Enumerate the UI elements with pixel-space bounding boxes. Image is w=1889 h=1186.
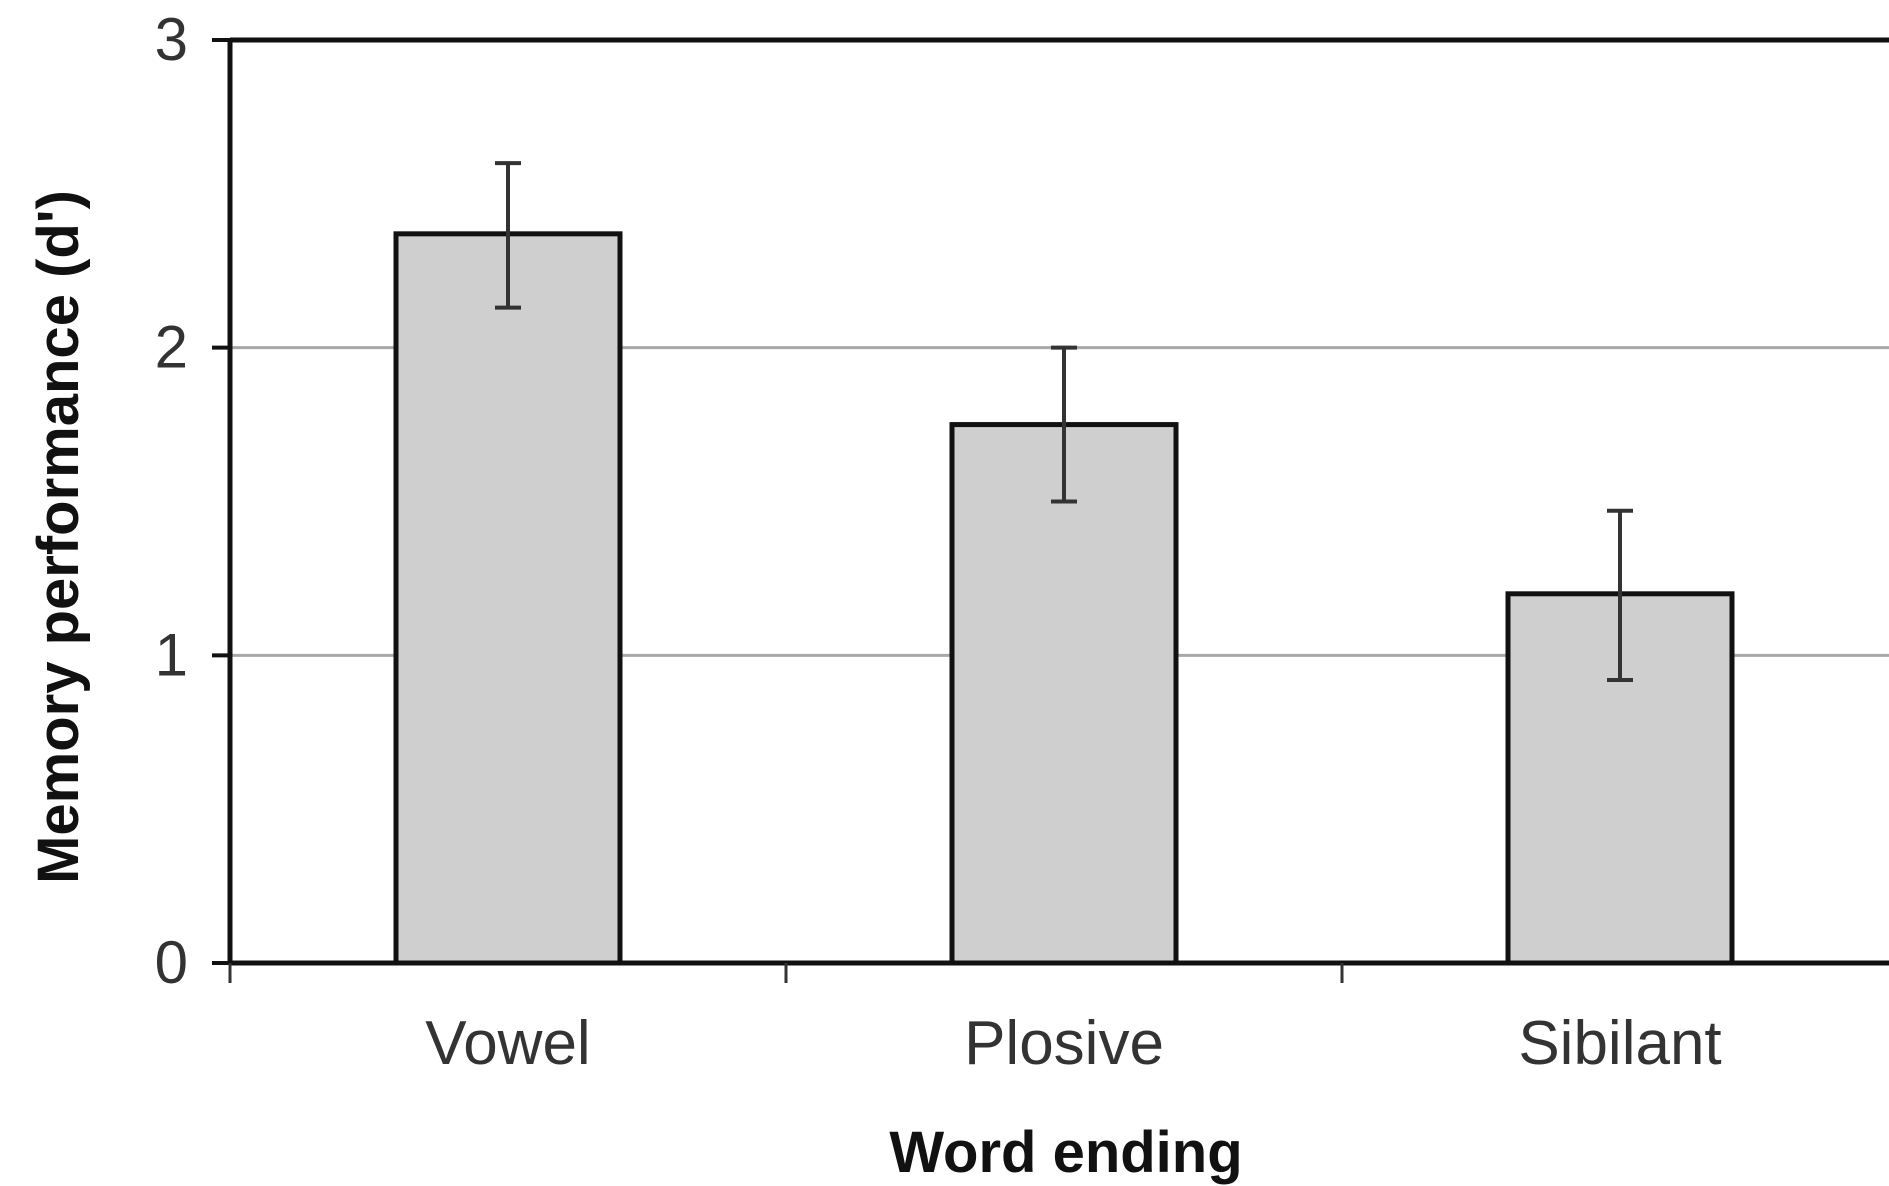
error-bar	[1607, 508, 1633, 682]
x-tick-label: Plosive	[964, 1009, 1164, 1078]
y-tick-label: 0	[155, 929, 188, 996]
x-tick-label: Vowel	[425, 1009, 590, 1078]
y-axis-title: Memory performance (d')	[26, 190, 91, 884]
y-tick-label: 1	[155, 621, 188, 688]
y-tick-labels: 0 1 2 3	[155, 6, 188, 996]
axes	[212, 37, 1889, 983]
y-tick-label: 3	[155, 6, 188, 73]
bar-vowel	[393, 231, 623, 966]
bar-plosive	[949, 422, 1179, 966]
x-tick-label: Sibilant	[1518, 1009, 1721, 1078]
y-tick-label: 2	[155, 314, 188, 381]
error-bar	[1051, 345, 1077, 504]
bars	[393, 231, 1735, 966]
error-bar	[495, 161, 521, 310]
x-tick-labels: Vowel Plosive Sibilant	[425, 1009, 1721, 1078]
x-axis-title: Word ending	[889, 1120, 1242, 1185]
error-bars	[495, 161, 1633, 682]
